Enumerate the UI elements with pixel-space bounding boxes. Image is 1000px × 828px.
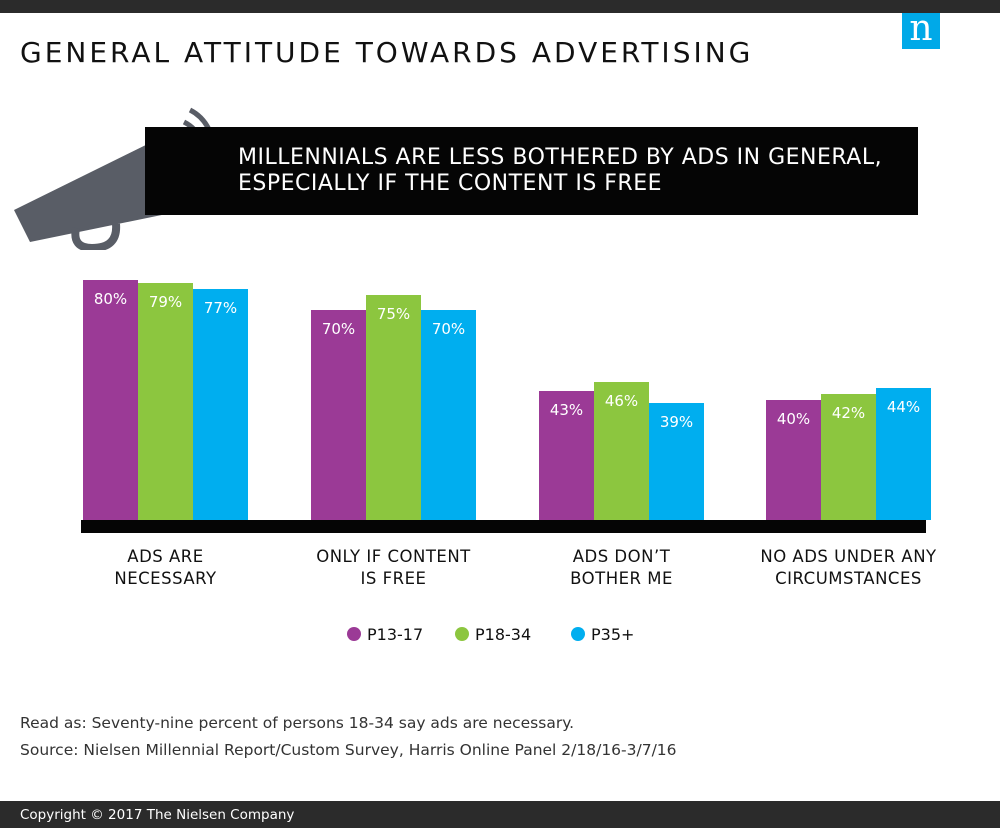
- bar-value-label: 43%: [550, 401, 583, 419]
- legend-label: P18-34: [475, 625, 531, 644]
- source-note: Source: Nielsen Millennial Report/Custom…: [20, 741, 677, 759]
- bar-p13-17: [766, 400, 821, 520]
- bar-p18-34: [594, 382, 649, 520]
- nielsen-logo: n: [902, 9, 940, 49]
- category-label: ADS DON’T: [573, 547, 671, 566]
- x-axis-baseline: [81, 520, 926, 533]
- legend-swatch-p35+: [571, 627, 585, 641]
- bar-value-label: 70%: [322, 320, 355, 338]
- bar-p13-17: [83, 280, 138, 520]
- category-label: BOTHER ME: [570, 569, 673, 588]
- logo-letter: n: [909, 8, 933, 49]
- top-bar: [0, 0, 1000, 13]
- bar-p18-34: [138, 283, 193, 520]
- bar-value-label: 40%: [777, 410, 810, 428]
- bar-chart: 80% 79% 77% ADS ARE NECESSARY 70% 75% 70% ONLY I…: [81, 280, 937, 644]
- headline-line-2: ESPECIALLY IF THE CONTENT IS FREE: [238, 171, 663, 196]
- bar-value-label: 39%: [660, 413, 693, 431]
- category-label: ONLY IF CONTENT: [316, 547, 471, 566]
- bar-p35+: [876, 388, 931, 520]
- legend-label: P13-17: [367, 625, 423, 644]
- copyright-text: Copyright © 2017 The Nielsen Company: [20, 807, 295, 823]
- bar-value-label: 42%: [832, 404, 865, 422]
- bar-p18-34: [821, 394, 876, 520]
- bar-value-label: 80%: [94, 290, 127, 308]
- bar-p18-34: [366, 295, 421, 520]
- legend-label: P35+: [591, 625, 634, 644]
- category-label: NECESSARY: [114, 569, 217, 588]
- category-label: IS FREE: [361, 569, 427, 588]
- bar-p35+: [193, 289, 248, 520]
- bar-value-label: 75%: [377, 305, 410, 323]
- headline-text: MILLENNIALS ARE LESS BOTHERED BY ADS IN …: [238, 145, 882, 197]
- footer-bar: Copyright © 2017 The Nielsen Company: [0, 801, 1000, 828]
- bar-p13-17: [539, 391, 594, 520]
- headline-banner: MILLENNIALS ARE LESS BOTHERED BY ADS IN …: [145, 127, 918, 215]
- page-title: GENERAL ATTITUDE TOWARDS ADVERTISING: [20, 36, 754, 69]
- read-as-note: Read as: Seventy-nine percent of persons…: [20, 714, 575, 732]
- bar-p35+: [649, 403, 704, 520]
- bar-value-label: 46%: [605, 392, 638, 410]
- bar-value-label: 79%: [149, 293, 182, 311]
- bar-value-label: 70%: [432, 320, 465, 338]
- bar-value-label: 77%: [204, 299, 237, 317]
- bar-p35+: [421, 310, 476, 520]
- headline-line-1: MILLENNIALS ARE LESS BOTHERED BY ADS IN …: [238, 145, 883, 170]
- bar-p13-17: [311, 310, 366, 520]
- legend-swatch-p13-17: [347, 627, 361, 641]
- category-label: ADS ARE: [127, 547, 203, 566]
- bar-value-label: 44%: [887, 398, 920, 416]
- legend-swatch-p18-34: [455, 627, 469, 641]
- category-label: CIRCUMSTANCES: [775, 569, 922, 588]
- category-label: NO ADS UNDER ANY: [760, 547, 937, 566]
